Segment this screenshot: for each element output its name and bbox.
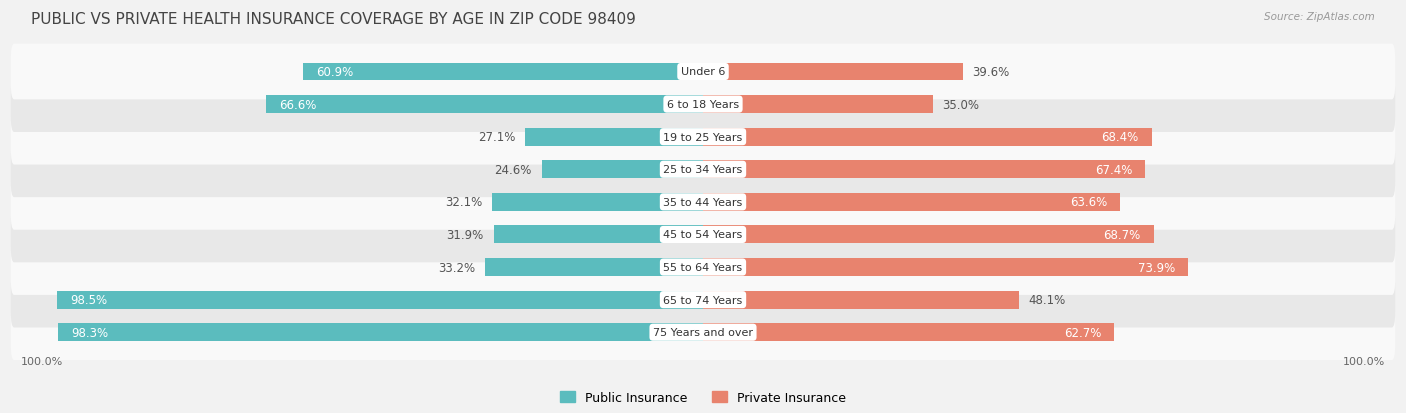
Legend: Public Insurance, Private Insurance: Public Insurance, Private Insurance (560, 391, 846, 404)
Text: 33.2%: 33.2% (439, 261, 475, 274)
FancyBboxPatch shape (11, 240, 1395, 295)
Text: 68.7%: 68.7% (1104, 228, 1140, 241)
Text: 100.0%: 100.0% (21, 356, 63, 366)
Text: 63.6%: 63.6% (1070, 196, 1107, 209)
FancyBboxPatch shape (11, 109, 1395, 165)
Bar (703, 96, 932, 114)
Text: 31.9%: 31.9% (447, 228, 484, 241)
Text: 32.1%: 32.1% (446, 196, 482, 209)
FancyBboxPatch shape (11, 305, 1395, 360)
Text: 6 to 18 Years: 6 to 18 Years (666, 100, 740, 110)
FancyBboxPatch shape (11, 175, 1395, 230)
Bar (703, 226, 1154, 244)
Text: 66.6%: 66.6% (280, 98, 316, 112)
Text: 35 to 44 Years: 35 to 44 Years (664, 197, 742, 207)
Bar (58, 323, 703, 342)
Text: 68.4%: 68.4% (1101, 131, 1139, 144)
Bar (485, 259, 703, 276)
Text: 35.0%: 35.0% (942, 98, 980, 112)
Text: 27.1%: 27.1% (478, 131, 516, 144)
Bar (703, 323, 1115, 342)
Bar (541, 161, 703, 179)
Text: 65 to 74 Years: 65 to 74 Years (664, 295, 742, 305)
Text: 39.6%: 39.6% (973, 66, 1010, 79)
Bar (703, 291, 1018, 309)
Bar (703, 259, 1188, 276)
Text: 60.9%: 60.9% (316, 66, 354, 79)
Text: 73.9%: 73.9% (1137, 261, 1175, 274)
Bar (703, 128, 1152, 146)
Text: 75 Years and over: 75 Years and over (652, 328, 754, 337)
Text: 45 to 54 Years: 45 to 54 Years (664, 230, 742, 240)
Text: Under 6: Under 6 (681, 67, 725, 77)
Bar (56, 291, 703, 309)
Bar (526, 128, 703, 146)
Text: 62.7%: 62.7% (1064, 326, 1101, 339)
Bar (492, 193, 703, 211)
Bar (703, 193, 1121, 211)
Bar (703, 161, 1146, 179)
Bar (494, 226, 703, 244)
Text: 98.3%: 98.3% (72, 326, 108, 339)
FancyBboxPatch shape (11, 142, 1395, 198)
Text: 100.0%: 100.0% (1343, 356, 1385, 366)
Bar (703, 63, 963, 81)
Bar (304, 63, 703, 81)
Text: 48.1%: 48.1% (1028, 293, 1066, 306)
Text: PUBLIC VS PRIVATE HEALTH INSURANCE COVERAGE BY AGE IN ZIP CODE 98409: PUBLIC VS PRIVATE HEALTH INSURANCE COVER… (31, 12, 636, 27)
Bar (266, 96, 703, 114)
FancyBboxPatch shape (11, 77, 1395, 133)
Text: 24.6%: 24.6% (495, 164, 531, 176)
FancyBboxPatch shape (11, 45, 1395, 100)
Text: 25 to 34 Years: 25 to 34 Years (664, 165, 742, 175)
Text: 98.5%: 98.5% (70, 293, 107, 306)
FancyBboxPatch shape (11, 272, 1395, 328)
Text: 67.4%: 67.4% (1095, 164, 1132, 176)
FancyBboxPatch shape (11, 207, 1395, 263)
Text: 19 to 25 Years: 19 to 25 Years (664, 132, 742, 142)
Text: 55 to 64 Years: 55 to 64 Years (664, 262, 742, 273)
Text: Source: ZipAtlas.com: Source: ZipAtlas.com (1264, 12, 1375, 22)
